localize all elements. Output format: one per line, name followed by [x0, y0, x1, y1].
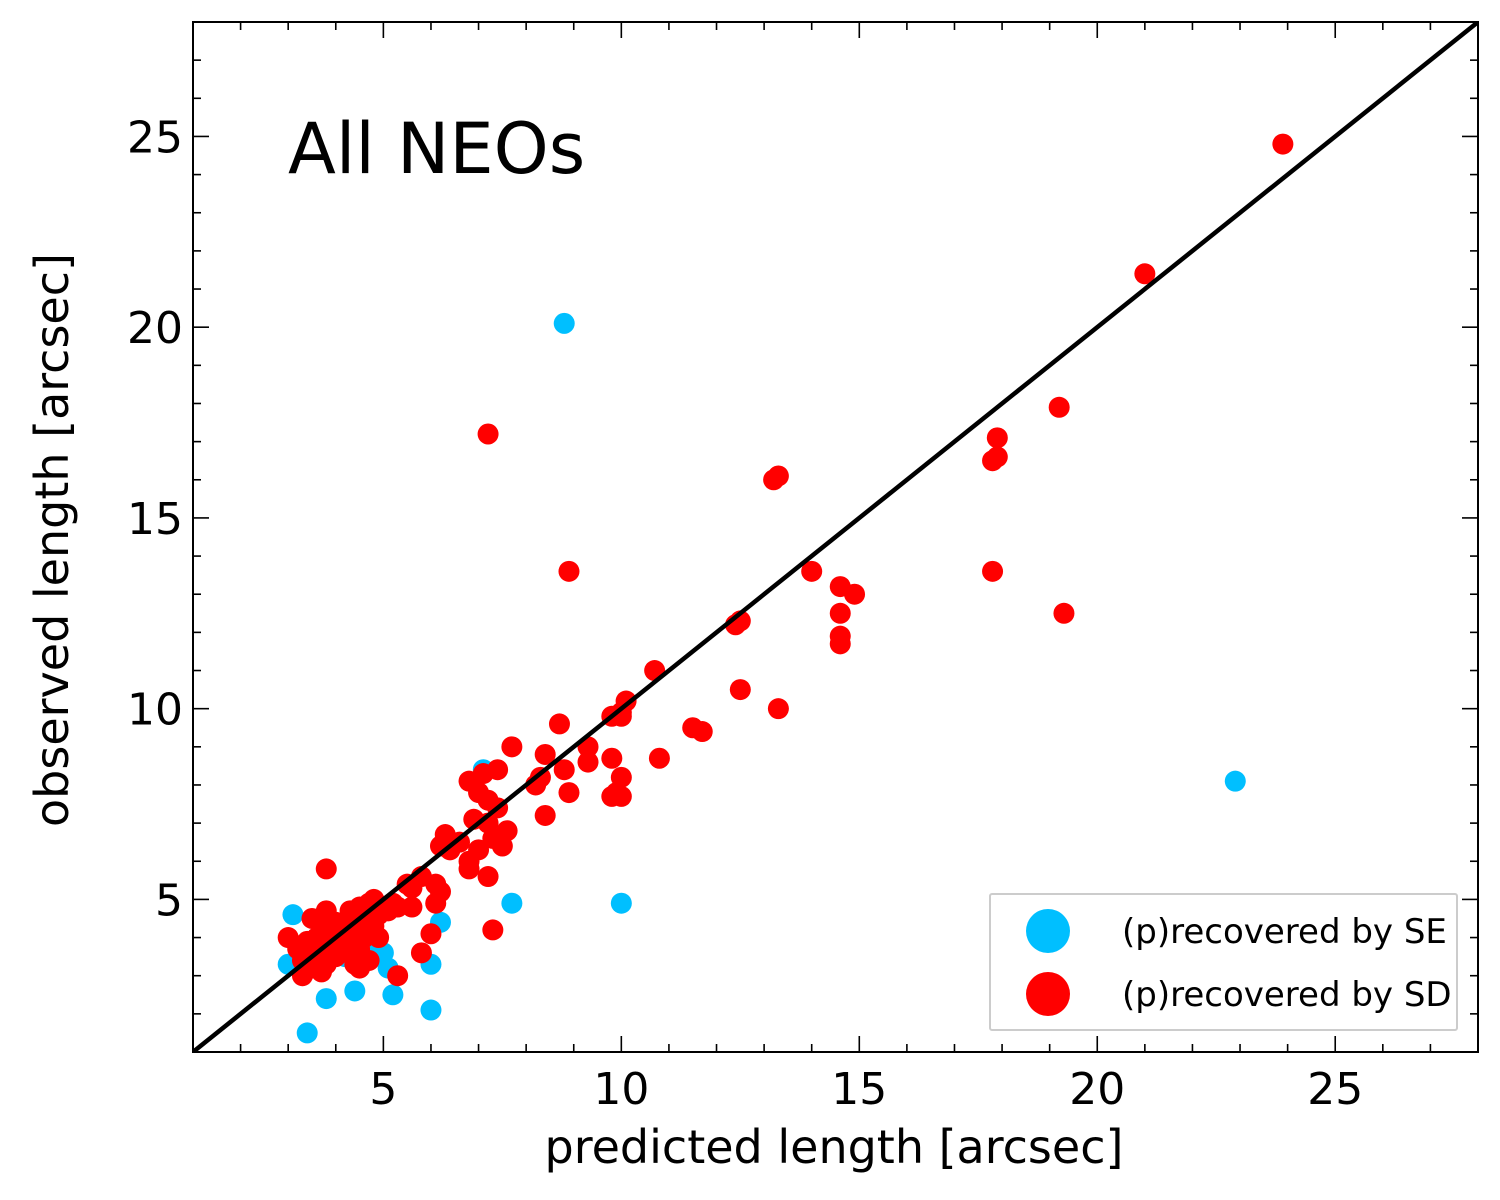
point-s0-1: [1224, 770, 1246, 792]
y-tick-label-15: 15: [127, 494, 183, 545]
point-s1-44: [501, 736, 523, 758]
point-s1-15: [767, 465, 789, 487]
point-s1-38: [534, 743, 556, 765]
point-s1-72: [410, 942, 432, 964]
point-s1-63: [482, 919, 504, 941]
legend-label-se: (p)recovered by SE: [1122, 912, 1447, 952]
point-s1-37: [548, 713, 570, 735]
point-s1-34: [606, 782, 628, 804]
point-s1-40: [558, 782, 580, 804]
x-tick-label-5: 5: [369, 1064, 397, 1115]
point-s1-3: [1053, 602, 1075, 624]
point-s1-114: [368, 927, 390, 949]
y-tick-label-20: 20: [127, 303, 183, 354]
point-s1-29: [648, 747, 670, 769]
point-s1-110: [358, 949, 380, 971]
point-s1-61: [458, 858, 480, 880]
point-s0-9: [382, 984, 404, 1006]
point-s0-7: [315, 988, 337, 1010]
point-s1-19: [767, 698, 789, 720]
legend: (p)recovered by SE (p)recovered by SD: [989, 893, 1458, 1031]
point-s1-39: [553, 759, 575, 781]
point-s1-43: [534, 804, 556, 826]
x-tick-label-20: 20: [1069, 1064, 1125, 1115]
point-s1-20: [477, 423, 499, 445]
point-s0-8: [344, 980, 366, 1002]
legend-label-sd: (p)recovered by SD: [1122, 975, 1452, 1015]
point-s1-1: [1134, 263, 1156, 285]
point-s1-62: [477, 866, 499, 888]
point-s0-0: [553, 312, 575, 334]
point-s0-6: [296, 1022, 318, 1044]
point-s1-31: [601, 747, 623, 769]
point-s1-64: [434, 824, 456, 846]
point-s1-21: [558, 560, 580, 582]
chart-title: All NEOs: [288, 108, 585, 190]
point-s1-55: [491, 835, 513, 857]
y-axis-label: observed length [arcsec]: [25, 253, 79, 827]
point-s0-4: [282, 904, 304, 926]
point-s1-8: [801, 560, 823, 582]
y-tick-label-10: 10: [127, 685, 183, 736]
point-s1-35: [577, 751, 599, 773]
point-s1-115: [377, 900, 399, 922]
reference-line-y-equals-x: [193, 22, 1478, 1052]
x-tick-label-15: 15: [831, 1064, 887, 1115]
legend-box: [989, 893, 1458, 1031]
point-s1-6: [986, 446, 1008, 468]
point-s1-0: [1272, 133, 1294, 155]
point-s1-7: [982, 560, 1004, 582]
legend-marker-sd: [1026, 972, 1070, 1016]
legend-marker-se: [1026, 909, 1070, 953]
y-tick-label-5: 5: [155, 875, 183, 926]
point-s1-13: [829, 633, 851, 655]
point-s1-112: [330, 942, 352, 964]
point-s0-10: [420, 999, 442, 1021]
point-s1-4: [986, 427, 1008, 449]
point-s1-49: [468, 782, 490, 804]
tick-labels-layer: 5 10 15 20 25 5 10 15 20 25: [127, 112, 1363, 1115]
y-tick-label-25: 25: [127, 112, 183, 163]
x-axis-label: predicted length [arcsec]: [545, 1120, 1124, 1174]
point-s1-99: [277, 927, 299, 949]
plot-frame: [192, 21, 1479, 1053]
point-s0-3: [501, 892, 523, 914]
point-s1-28: [691, 721, 713, 743]
x-tick-label-25: 25: [1307, 1064, 1363, 1115]
point-s1-11: [829, 602, 851, 624]
plot-content: [193, 22, 1478, 1052]
ticks-layer: [192, 21, 1479, 1053]
point-s1-71: [420, 923, 442, 945]
point-s1-111: [315, 858, 337, 880]
point-s1-18: [729, 679, 751, 701]
point-s0-2: [610, 892, 632, 914]
point-s1-2: [1048, 396, 1070, 418]
x-tick-label-10: 10: [593, 1064, 649, 1115]
point-s1-10: [844, 583, 866, 605]
point-s1-73: [387, 965, 409, 987]
point-s1-70: [425, 892, 447, 914]
